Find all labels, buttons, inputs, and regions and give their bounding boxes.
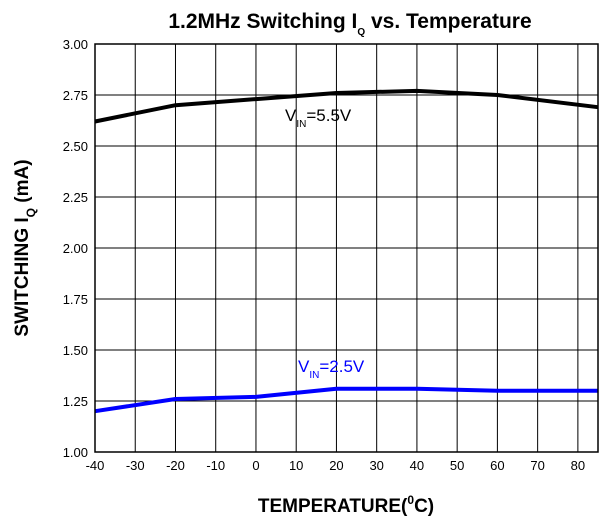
x-tick-label: 10 <box>289 458 303 473</box>
x-axis-label: TEMPERATURE(0C) <box>258 493 434 517</box>
tick-labels: -40 -30 -20 -10 0 10 20 30 40 50 60 70 80 1.00 1.25 1.5… <box>63 37 585 473</box>
y-tick-label: 2.75 <box>63 88 88 103</box>
y-tick-label: 2.50 <box>63 139 88 154</box>
y-axis-label: SWITCHING IQ (mA) <box>12 159 38 336</box>
series-label-vin-5.5v: VIN=5.5V <box>285 106 352 130</box>
x-tick-label: 20 <box>329 458 343 473</box>
plot-area-frame <box>94 43 599 453</box>
y-tick-label: 1.25 <box>63 394 88 409</box>
y-tick-label: 1.50 <box>63 343 88 358</box>
chart-title: 1.2MHz Switching IQ vs. Temperature <box>168 10 531 38</box>
x-tick-label: 50 <box>450 458 464 473</box>
y-tick-label: 2.00 <box>63 241 88 256</box>
series-label-vin-2.5v: VIN=2.5V <box>298 357 365 381</box>
series-line-vin-2.5v <box>94 386 598 414</box>
y-tick-label: 2.25 <box>63 190 88 205</box>
x-tick-label: 30 <box>369 458 383 473</box>
x-tick-label: 60 <box>490 458 504 473</box>
x-tick-label: -20 <box>166 458 185 473</box>
x-tick-label: -40 <box>86 458 105 473</box>
y-tick-label: 1.75 <box>63 292 88 307</box>
x-tick-label: 0 <box>252 458 259 473</box>
y-tick-label: 1.00 <box>63 445 88 460</box>
x-tick-label: -10 <box>206 458 225 473</box>
y-tick-label: 3.00 <box>63 37 88 52</box>
x-tick-label: 80 <box>571 458 585 473</box>
x-tick-label: -30 <box>126 458 145 473</box>
x-tick-label: 40 <box>410 458 424 473</box>
series-line-vin-5.5v <box>94 88 599 124</box>
series-lines <box>94 88 599 414</box>
x-tick-label: 70 <box>530 458 544 473</box>
